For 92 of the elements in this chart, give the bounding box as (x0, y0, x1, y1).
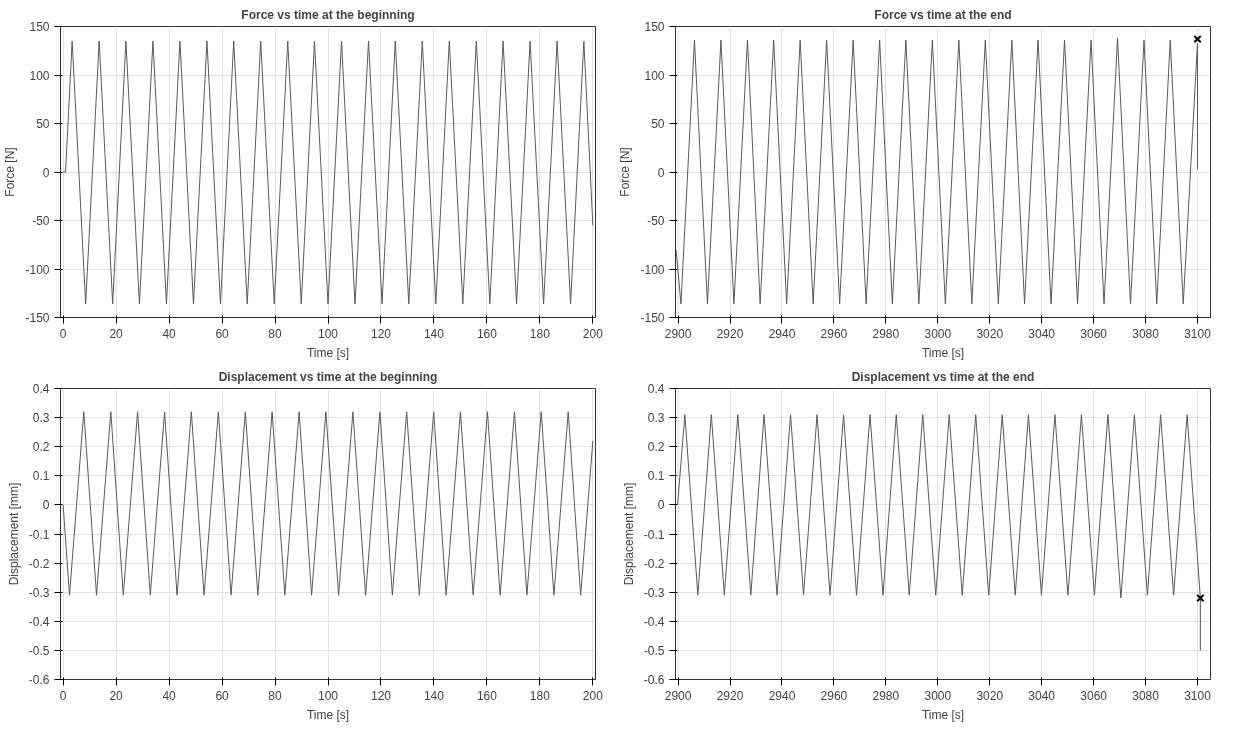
x-tick-label: 120 (370, 326, 392, 341)
x-tick-label: 3080 (1132, 326, 1160, 341)
x-tick-label: 40 (162, 326, 177, 341)
y-tick-label: -0.6 (643, 673, 665, 687)
y-tick-label: -0.3 (28, 585, 50, 600)
y-tick-label: 100 (29, 68, 50, 83)
y-tick-label: 0 (657, 498, 665, 513)
x-tick-label: 2940 (768, 326, 796, 341)
x-tick-label: 3040 (1028, 326, 1056, 341)
y-tick-label: 0.3 (647, 411, 665, 426)
x-tick-label: 3040 (1028, 688, 1056, 703)
x-tick-label: 3060 (1080, 688, 1108, 703)
x-tick-label: 3000 (924, 688, 952, 703)
x-tick-label: 3000 (924, 326, 952, 341)
x-axis-title: Time [s] (306, 707, 350, 722)
x-tick-label: 60 (215, 688, 230, 703)
y-tick-label: -0.6 (28, 673, 50, 687)
x-tick-label: 180 (529, 326, 551, 341)
x-tick-label: 200 (582, 326, 604, 341)
chart-title: Displacement vs time at the beginning (218, 369, 438, 384)
y-tick-label: -0.2 (28, 556, 50, 571)
x-tick-label: 200 (582, 688, 604, 703)
x-tick-label: 160 (476, 688, 498, 703)
y-tick-label: -150 (25, 311, 50, 325)
y-axis-title: Force [N] (618, 147, 633, 197)
x-tick-label: 40 (162, 688, 177, 703)
y-axis-title: Force [N] (3, 147, 18, 197)
x-tick-label: 3080 (1132, 688, 1160, 703)
y-tick-label: 0.3 (32, 411, 50, 426)
y-tick-label: -50 (647, 214, 665, 228)
y-tick-label: -0.3 (643, 585, 665, 600)
x-tick-label: 2980 (872, 688, 900, 703)
x-tick-label: 2960 (820, 688, 848, 703)
x-tick-label: 20 (109, 326, 124, 341)
x-tick-label: 2900 (664, 688, 692, 703)
x-tick-label: 0 (59, 326, 67, 341)
y-tick-label: -0.5 (28, 643, 50, 658)
x-axis-title: Time [s] (921, 345, 965, 360)
y-tick-label: 0.2 (647, 440, 665, 455)
x-tick-label: 120 (370, 688, 392, 703)
y-tick-label: 50 (36, 117, 50, 131)
x-axis-title: Time [s] (921, 707, 965, 722)
y-tick-label: -100 (640, 262, 665, 277)
x-tick-label: 80 (268, 326, 283, 341)
y-tick-label: -0.5 (643, 643, 665, 658)
y-tick-label: -0.4 (643, 614, 665, 629)
x-tick-label: 80 (268, 688, 283, 703)
x-tick-label: 3020 (976, 326, 1004, 341)
x-tick-label: 3060 (1080, 326, 1108, 341)
x-tick-label: 180 (529, 688, 551, 703)
y-tick-label: -100 (25, 262, 50, 277)
x-tick-label: 2920 (716, 326, 744, 341)
y-tick-label: 0 (42, 498, 50, 513)
chart-title: Force vs time at the end (874, 7, 1012, 22)
x-tick-label: 2940 (768, 688, 796, 703)
x-tick-label: 3020 (976, 688, 1004, 703)
y-tick-label: 0.4 (647, 382, 665, 396)
y-tick-label: -50 (32, 214, 50, 228)
y-tick-label: 50 (651, 117, 665, 131)
y-tick-label: -0.4 (28, 614, 50, 629)
y-tick-label: -150 (640, 311, 665, 325)
chart-title: Displacement vs time at the end (851, 369, 1035, 384)
x-tick-label: 100 (317, 326, 339, 341)
x-tick-label: 140 (423, 688, 445, 703)
x-tick-label: 2920 (716, 688, 744, 703)
x-tick-label: 140 (423, 326, 445, 341)
y-tick-label: 150 (644, 20, 665, 34)
x-tick-label: 0 (59, 688, 67, 703)
x-tick-label: 3100 (1184, 326, 1212, 341)
y-tick-label: 150 (29, 20, 50, 34)
y-tick-label: 0.2 (32, 440, 50, 455)
x-axis-title: Time [s] (306, 345, 350, 360)
x-tick-label: 60 (215, 326, 230, 341)
x-tick-label: 20 (109, 688, 124, 703)
y-axis-title: Displacement [mm] (6, 482, 21, 586)
y-tick-label: 100 (644, 68, 665, 83)
y-tick-label: 0.1 (647, 469, 665, 484)
y-tick-label: -0.1 (28, 527, 50, 542)
y-tick-label: -0.2 (643, 556, 665, 571)
y-axis-title: Displacement [mm] (621, 482, 636, 586)
chart-title: Force vs time at the beginning (241, 7, 415, 22)
x-tick-label: 2900 (664, 326, 692, 341)
x-tick-label: 3100 (1184, 688, 1212, 703)
x-tick-label: 2960 (820, 326, 848, 341)
x-tick-label: 100 (317, 688, 339, 703)
x-tick-label: 160 (476, 326, 498, 341)
y-tick-label: 0.1 (32, 469, 50, 484)
y-tick-label: -0.1 (643, 527, 665, 542)
y-tick-label: 0.4 (32, 382, 50, 396)
x-tick-label: 2980 (872, 326, 900, 341)
y-tick-label: 0 (42, 165, 50, 180)
y-tick-label: 0 (657, 165, 665, 180)
